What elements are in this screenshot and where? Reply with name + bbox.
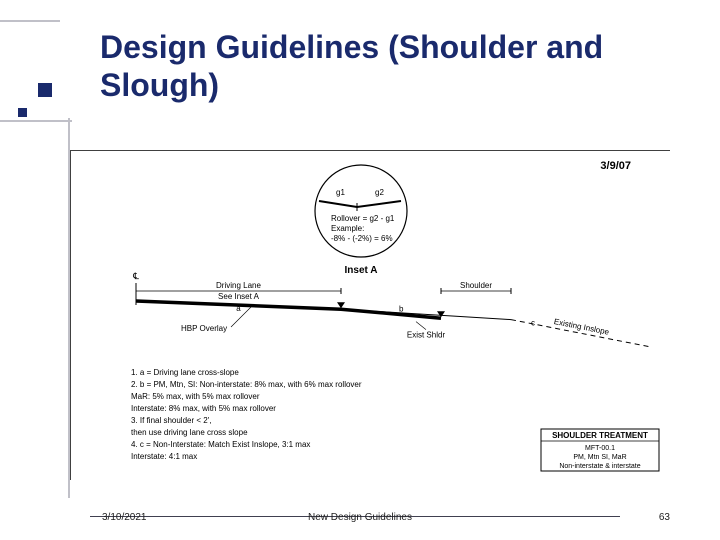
inset-g1: g1 bbox=[336, 188, 345, 197]
dim-driving-label: Driving Lane bbox=[216, 281, 261, 290]
inset-text: -8% - (-2%) = 6% bbox=[331, 234, 393, 243]
anno-b: b bbox=[399, 305, 404, 314]
note-line: MaR: 5% max, with 5% max rollover bbox=[131, 392, 260, 401]
marker bbox=[337, 302, 345, 308]
note-line: 1. a = Driving lane cross-slope bbox=[131, 368, 239, 377]
dim-inset-label: See Inset A bbox=[218, 292, 260, 301]
dim-shoulder-label: Shoulder bbox=[460, 281, 492, 290]
note-line: then use driving lane cross slope bbox=[131, 428, 248, 437]
figure-frame: 3/9/07 g1 g2 Rollover = g2 - g1Example:-8% … bbox=[70, 150, 670, 480]
exist-shldr-label: Exist Shldr bbox=[407, 331, 446, 340]
box-title: SHOULDER TREATMENT bbox=[552, 431, 648, 440]
inset-text: Example: bbox=[331, 224, 364, 233]
inset-circle bbox=[315, 165, 407, 257]
box-line: MFT-00.1 bbox=[585, 445, 615, 452]
anno-a: a bbox=[236, 304, 241, 313]
inset-g2: g2 bbox=[375, 188, 384, 197]
cl-symbol: ℄ bbox=[132, 271, 139, 281]
hbp-label: HBP Overlay bbox=[181, 324, 227, 333]
box-line: PM, Mtn SI, MaR bbox=[573, 454, 626, 461]
anno-c: c bbox=[531, 319, 535, 328]
figure-svg: 3/9/07 g1 g2 Rollover = g2 - g1Example:-8% … bbox=[71, 151, 671, 481]
note-line: 2. b = PM, Mtn, SI: Non-interstate: 8% m… bbox=[131, 380, 362, 389]
note-line: Interstate: 4:1 max bbox=[131, 452, 197, 461]
inset-title: Inset A bbox=[345, 265, 378, 276]
note-line: 3. If final shoulder < 2', bbox=[131, 416, 211, 425]
note-line: 4. c = Non-Interstate: Match Exist Inslo… bbox=[131, 440, 310, 449]
decor-sq2 bbox=[18, 108, 27, 117]
footer-page: 63 bbox=[659, 512, 670, 523]
fig-date: 3/9/07 bbox=[600, 160, 631, 172]
inset-surface bbox=[319, 201, 401, 207]
note-line: Interstate: 8% max, with 5% max rollover bbox=[131, 404, 276, 413]
footer-center: New Design Guidelines bbox=[0, 512, 720, 523]
decor-h-mid bbox=[0, 120, 72, 122]
decor-h-top bbox=[0, 20, 60, 22]
page-title: Design Guidelines (Shoulder and Slough) bbox=[100, 28, 720, 105]
decor-sq1 bbox=[38, 83, 52, 97]
inset-text: Rollover = g2 - g1 bbox=[331, 214, 395, 223]
overlay-line bbox=[136, 301, 441, 318]
box-line: Non-interstate & interstate bbox=[559, 463, 640, 470]
